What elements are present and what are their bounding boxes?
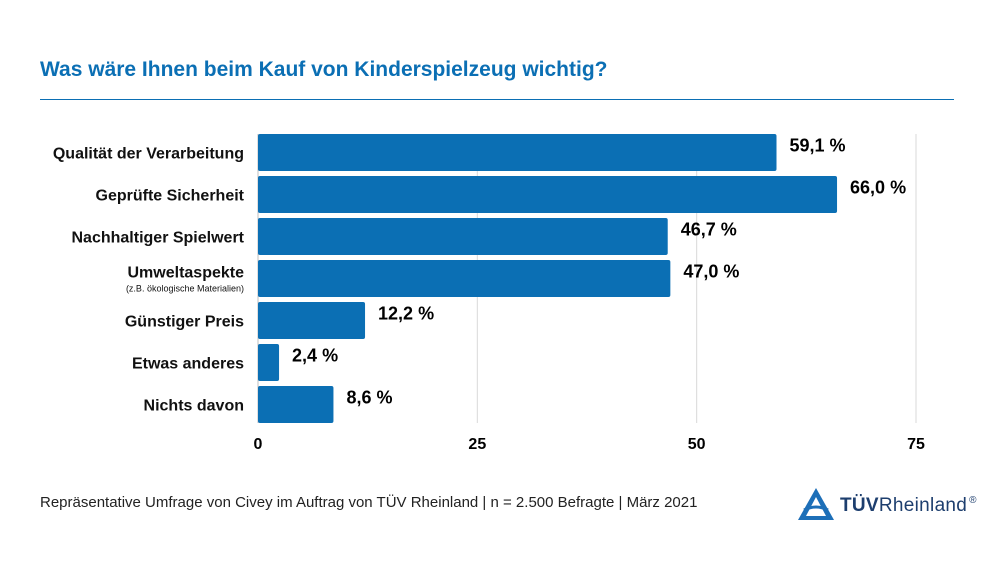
logo-text-rest: Rheinland (878, 495, 968, 516)
data-label: 59,1 % (790, 136, 846, 156)
x-tick-label: 50 (688, 436, 706, 453)
data-label: 66,0 % (850, 178, 906, 198)
category-label: Nachhaltiger Spielwert (72, 230, 245, 247)
category-label: Geprüfte Sicherheit (96, 188, 245, 205)
category-label: Günstiger Preis (125, 314, 244, 331)
logo-text-strong: TÜV (840, 495, 879, 516)
category-label: Qualität der Verarbeitung (53, 146, 244, 163)
category-label: Nichts davon (144, 398, 244, 415)
x-tick-label: 25 (468, 436, 486, 453)
bar (258, 302, 366, 339)
bar (258, 134, 777, 171)
logo-wordmark: TÜVRheinland ® (840, 495, 977, 517)
bar (258, 260, 671, 297)
bar-chart: 0 25 50 75 Qualität der Verarbeitung 59,1 % Ge… (53, 134, 925, 453)
bar (258, 344, 280, 381)
x-tick-label: 75 (907, 436, 925, 453)
data-label: 12,2 % (378, 304, 434, 324)
data-label: 2,4 % (292, 346, 338, 366)
chart-title: Was wäre Ihnen beim Kauf von Kinderspiel… (40, 58, 608, 81)
tuv-triangle-icon (798, 488, 834, 520)
title-divider (40, 99, 954, 100)
data-label: 47,0 % (683, 262, 739, 282)
tuv-rheinland-logo: TÜVRheinland ® (796, 486, 996, 522)
category-label: Etwas anderes (132, 356, 244, 373)
data-label: 46,7 % (681, 220, 737, 240)
data-label: 8,6 % (346, 388, 392, 408)
bar (258, 218, 668, 255)
category-label: Umweltaspekte (128, 265, 245, 282)
x-tick-label: 0 (254, 436, 263, 453)
category-sublabel: (z.B. ökologische Materialien) (126, 284, 244, 294)
source-note: Repräsentative Umfrage von Civey im Auft… (40, 494, 698, 511)
bar (258, 176, 838, 213)
logo-registered-mark: ® (969, 495, 977, 506)
bar (258, 386, 334, 423)
